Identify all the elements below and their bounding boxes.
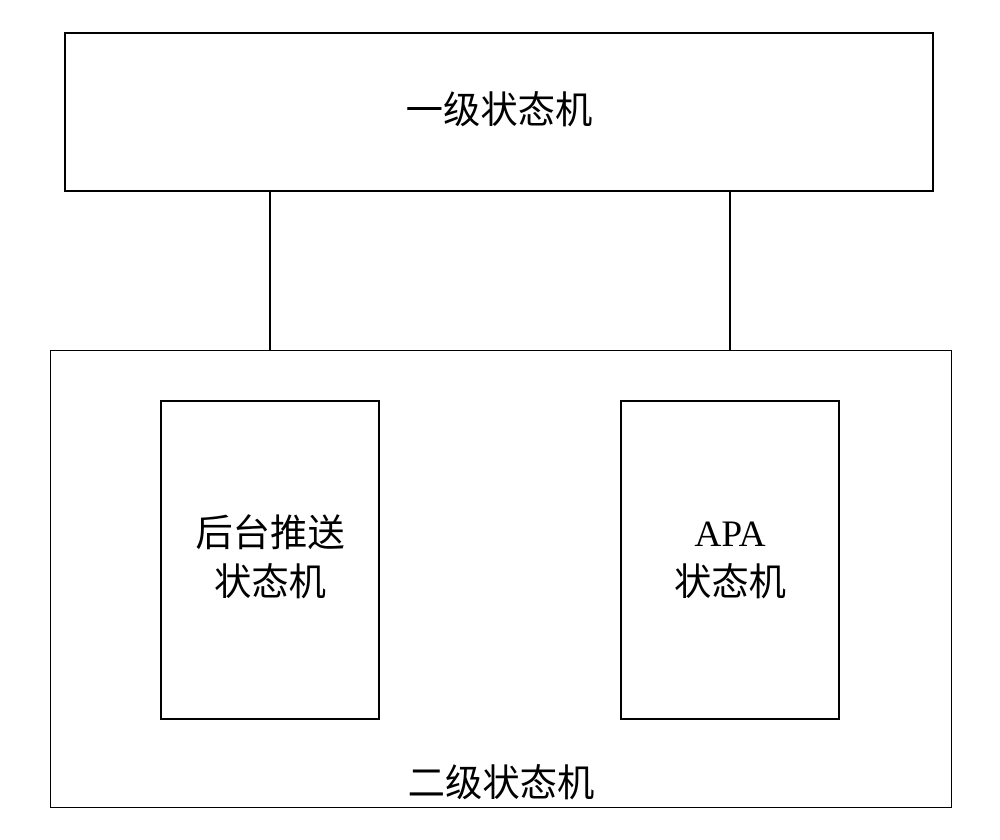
diagram-canvas: 一级状态机 后台推送 状态机 APA 状态机 二级状态机 <box>0 0 1000 840</box>
label-level1: 一级状态机 <box>406 88 593 137</box>
label-level2: 二级状态机 <box>50 753 952 807</box>
box-apa-state-machine: APA 状态机 <box>620 400 840 720</box>
label-backend-push: 后台推送 状态机 <box>195 511 344 608</box>
label-apa: APA 状态机 <box>674 511 786 608</box>
box-level1-state-machine: 一级状态机 <box>64 32 934 192</box>
box-backend-push-state-machine: 后台推送 状态机 <box>160 400 380 720</box>
